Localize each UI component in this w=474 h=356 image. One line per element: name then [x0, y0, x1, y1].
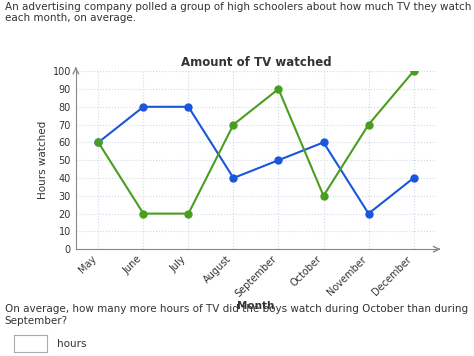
- Legend: boys, girls: boys, girls: [214, 354, 298, 356]
- Y-axis label: Hours watched: Hours watched: [38, 121, 48, 199]
- Text: hours: hours: [57, 339, 86, 349]
- Title: Amount of TV watched: Amount of TV watched: [181, 56, 331, 69]
- Text: An advertising company polled a group of high schoolers about how much TV they w: An advertising company polled a group of…: [5, 2, 471, 23]
- X-axis label: Month: Month: [237, 301, 274, 311]
- Text: On average, how many more hours of TV did the boys watch during October than dur: On average, how many more hours of TV di…: [5, 304, 468, 326]
